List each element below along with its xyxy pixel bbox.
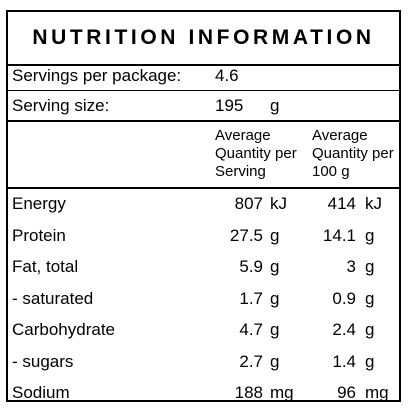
per-serving-value: 1.7 xyxy=(239,288,263,308)
per-serving-value: 27.5 xyxy=(229,225,263,245)
nutrient-name: Protein xyxy=(12,225,66,245)
nutrient-name: Carbohydrate xyxy=(12,320,116,339)
per-100g-unit: kJ xyxy=(365,194,382,213)
nutrient-name: Sodium xyxy=(12,383,70,402)
title-divider xyxy=(8,64,399,66)
serving-size-unit: g xyxy=(270,96,280,115)
per-serving-value: 5.9 xyxy=(239,257,263,276)
nutrient-name: - saturated xyxy=(12,288,94,308)
per-serving-value: 2.7 xyxy=(239,351,263,371)
nutrient-name: Energy xyxy=(12,194,66,213)
per-100g-value: 414 xyxy=(327,194,356,213)
per-serving-value: 188 xyxy=(234,383,263,402)
per-100g-unit: g xyxy=(365,320,375,339)
serving-size-value: 195 xyxy=(215,96,244,115)
nutrient-name: - sugars xyxy=(12,351,74,371)
per-100g-value: 2.4 xyxy=(332,320,356,339)
per-serving-unit: g xyxy=(270,225,280,245)
per-serving-unit: g xyxy=(270,320,280,339)
nutrition-panel: NUTRITION INFORMATION Servings per packa… xyxy=(6,10,401,402)
per-serving-unit: mg xyxy=(270,383,294,402)
column-header-per-100g: Average Quantity per 100 g xyxy=(312,127,394,180)
serving-size-divider xyxy=(8,120,399,122)
per-100g-value: 96 xyxy=(337,383,356,402)
per-100g-value: 14.1 xyxy=(322,225,356,245)
per-serving-unit: g xyxy=(270,288,280,308)
per-serving-value: 807 xyxy=(234,194,263,213)
per-100g-value: 3 xyxy=(346,257,356,276)
per-100g-unit: mg xyxy=(365,383,389,402)
nutrient-name: Fat, total xyxy=(12,257,79,276)
per-serving-unit: g xyxy=(270,351,280,371)
servings-value: 4.6 xyxy=(215,66,239,85)
per-serving-value: 4.7 xyxy=(239,320,263,339)
per-100g-unit: g xyxy=(365,225,375,245)
servings-divider xyxy=(8,90,399,91)
panel-title: NUTRITION INFORMATION xyxy=(32,26,375,49)
servings-label: Servings per package: xyxy=(12,66,182,85)
per-serving-unit: kJ xyxy=(270,194,287,213)
per-100g-unit: g xyxy=(365,288,375,308)
serving-size-label: Serving size: xyxy=(12,96,110,115)
per-100g-value: 1.4 xyxy=(332,351,356,371)
header-divider xyxy=(8,187,399,189)
column-header-per-serving: Average Quantity per Serving xyxy=(215,127,297,180)
per-100g-unit: g xyxy=(365,351,375,371)
per-100g-unit: g xyxy=(365,257,375,276)
per-100g-value: 0.9 xyxy=(332,288,356,308)
per-serving-unit: g xyxy=(270,257,280,276)
